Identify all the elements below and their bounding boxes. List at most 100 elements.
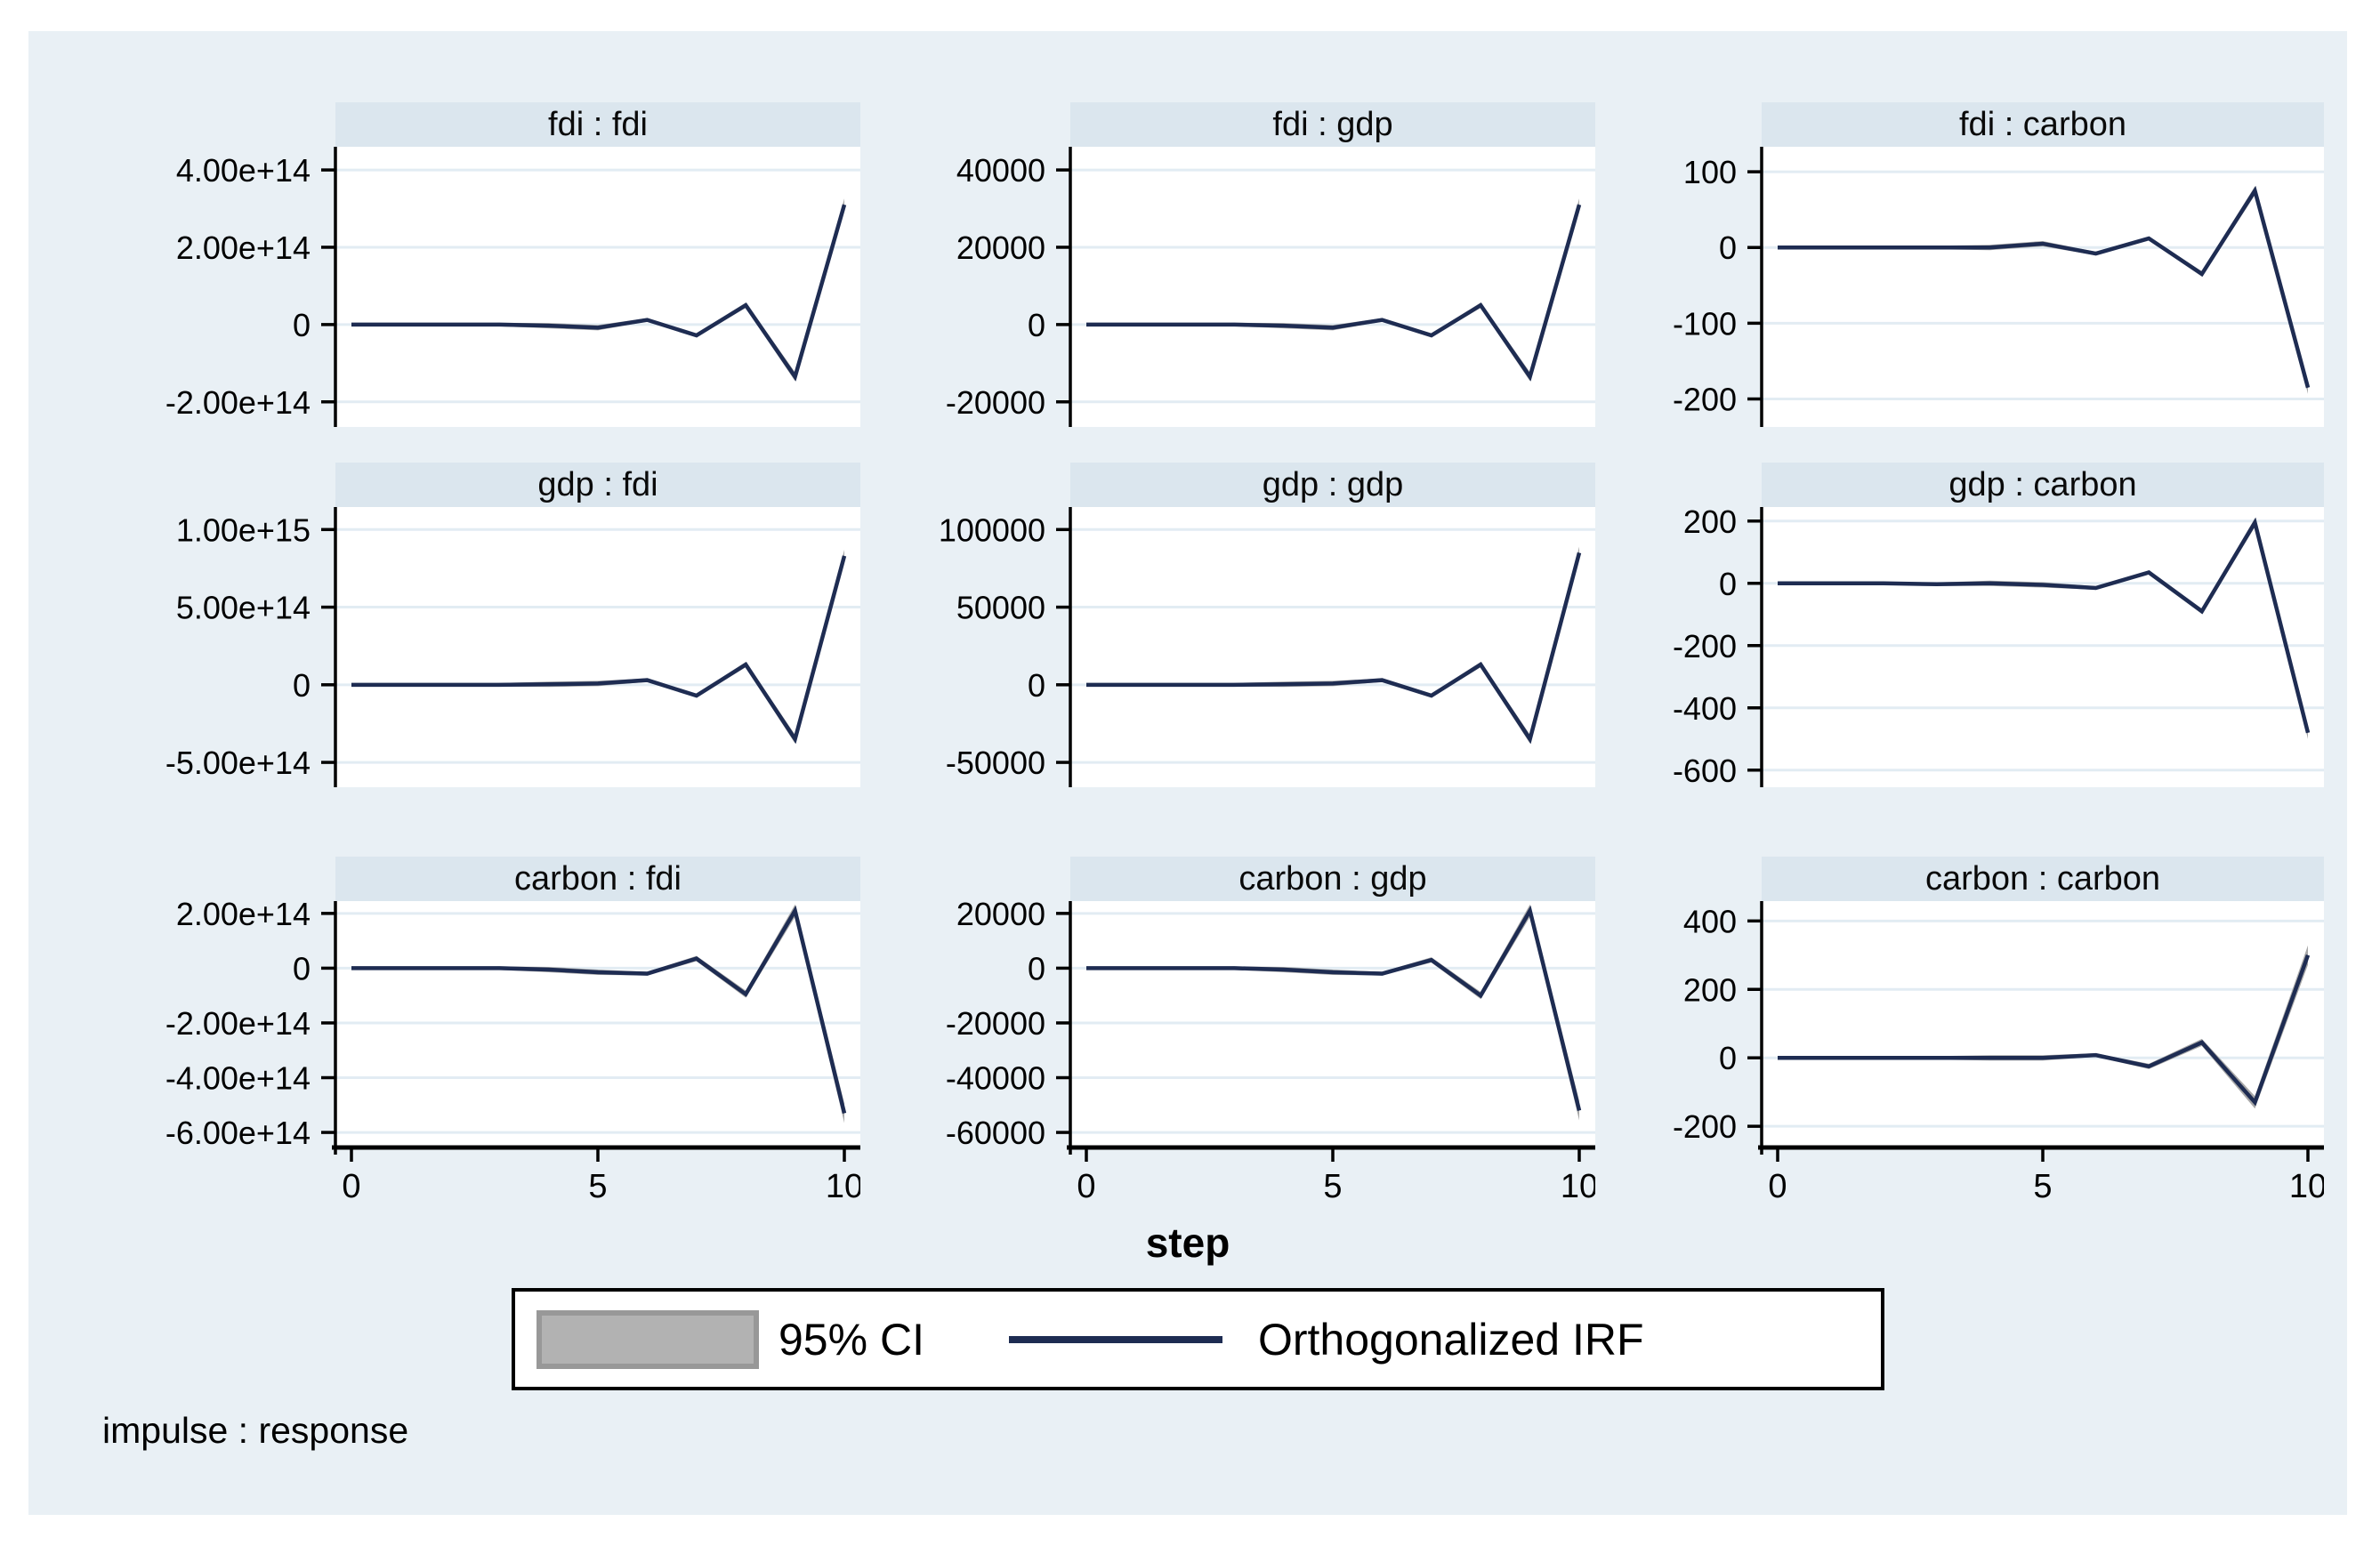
y-tick-label: 0 [293,667,311,704]
plot-area [1762,901,2324,1147]
irf-figure: fdi : fdi 4.00e+14 2.00e+14 0 -2.00e+14 fdi :… [28,31,2347,1515]
plot-area [1762,147,2324,427]
panel-plot: 4.00e+14 2.00e+14 0 -2.00e+14 [165,147,860,427]
irf-line [1778,954,2311,1107]
y-tick-label: -40000 [946,1060,1045,1097]
panel-title: carbon : carbon [1762,857,2324,901]
irf-line [351,204,847,382]
y-tick-label: 20000 [956,229,1045,266]
y-tick-label: 20000 [956,901,1045,932]
panel-plot: 40000 20000 0 -20000 [946,147,1595,427]
irf-line [1778,517,2311,734]
panel-title: gdp : gdp [1070,463,1595,507]
x-tick-label: 0 [342,1168,360,1205]
panel-carbon-carbon: carbon : carbon 400 200 0 -200 0 5 10 [1477,857,2324,1214]
panel-plot: 20000 0 -20000 -40000 -60000 0 5 10 [946,901,1595,1205]
x-tick-label: 10 [826,1168,860,1205]
y-tick-label: 0 [1028,307,1045,343]
y-tick-label: 4.00e+14 [176,152,311,189]
y-tick-label: 50000 [956,590,1045,626]
y-tick-label: -20000 [946,1005,1045,1042]
y-tick-label: -200 [1673,1108,1737,1145]
plot-area [335,507,860,787]
plot-area [335,147,860,427]
panel-plot: 100 0 -100 -200 [1673,147,2324,427]
x-tick-label: 0 [1077,1168,1095,1205]
y-tick-label: -100 [1673,305,1737,342]
panel-fdi-carbon: fdi : carbon 100 0 -100 -200 [1477,102,2324,427]
panel-fdi-gdp: fdi : gdp 40000 20000 0 -20000 [786,102,1595,427]
irf-line [1086,204,1582,382]
y-tick-label: 0 [1028,667,1045,704]
panel-title: fdi : fdi [335,102,860,147]
y-tick-label: -400 [1673,690,1737,727]
irf-line [1778,185,2311,389]
plot-area [1070,901,1595,1147]
y-tick-label: -6.00e+14 [165,1115,311,1151]
y-tick-label: -2.00e+14 [165,384,311,421]
y-tick-label: 100 [1683,154,1737,190]
legend-label-ci: 95% CI [779,1314,924,1365]
y-tick-label: -20000 [946,384,1045,421]
x-tick-label: 5 [588,1168,607,1205]
plot-area [1070,147,1595,427]
y-tick-label: 200 [1683,971,1737,1008]
panel-carbon-fdi: carbon : fdi 2.00e+14 0 -2.00e+14 -4.00e+14 -… [51,857,860,1214]
y-tick-label: -2.00e+14 [165,1005,311,1042]
y-tick-label: 2.00e+14 [176,901,311,932]
x-axis-title: step [1145,1220,1230,1266]
x-tick-label: 10 [1561,1168,1595,1205]
panel-plot: 200 0 -200 -400 -600 [1673,507,2324,787]
panel-gdp-carbon: gdp : carbon 200 0 -200 -400 -600 [1477,463,2324,787]
y-tick-label: 0 [293,307,311,343]
y-tick-label: 1.00e+15 [176,511,311,548]
panel-plot: 100000 50000 0 -50000 [939,507,1595,787]
y-tick-label: -50000 [946,745,1045,781]
panel-title: gdp : fdi [335,463,860,507]
panel-title: fdi : gdp [1070,102,1595,147]
y-tick-label: 0 [1719,229,1737,266]
y-tick-label: -60000 [946,1115,1045,1151]
y-tick-label: -600 [1673,753,1737,787]
plot-area [1762,507,2324,787]
panel-title: carbon : fdi [335,857,860,901]
x-tick-label: 0 [1768,1168,1787,1205]
y-tick-label: 0 [293,950,311,986]
y-tick-label: -4.00e+14 [165,1060,311,1097]
panel-plot: 2.00e+14 0 -2.00e+14 -4.00e+14 -6.00e+14 0 5 10 [165,901,860,1205]
panel-plot: 400 200 0 -200 0 5 10 [1673,901,2324,1205]
y-tick-label: 0 [1719,1040,1737,1076]
y-tick-label: 100000 [939,511,1045,548]
irf-line [1086,905,1582,1111]
panel-plot: 1.00e+15 5.00e+14 0 -5.00e+14 [165,507,860,787]
panel-gdp-gdp: gdp : gdp 100000 50000 0 -50000 [786,463,1595,787]
irf-line [1086,552,1582,745]
legend: 95% CI Orthogonalized IRF [512,1288,1884,1390]
irf-line-swatch [1008,1335,1222,1343]
y-tick-label: 0 [1719,566,1737,602]
irf-line [351,555,847,745]
panel-fdi-fdi: fdi : fdi 4.00e+14 2.00e+14 0 -2.00e+14 [51,102,860,427]
y-tick-label: 5.00e+14 [176,590,311,626]
x-tick-label: 10 [2289,1168,2324,1205]
panel-title: gdp : carbon [1762,463,2324,507]
panel-carbon-gdp: carbon : gdp 20000 0 -20000 -40000 -60000 0 5 10 [786,857,1595,1214]
irf-line [351,905,847,1115]
panel-title: carbon : gdp [1070,857,1595,901]
y-tick-label: 40000 [956,152,1045,189]
figure-caption: impulse : response [102,1410,409,1451]
y-tick-label: -200 [1673,628,1737,664]
plot-area [335,901,860,1147]
y-tick-label: -5.00e+14 [165,745,311,781]
x-tick-label: 5 [2033,1168,2052,1205]
y-tick-label: 2.00e+14 [176,229,311,266]
x-tick-label: 5 [1323,1168,1342,1205]
legend-label-irf: Orthogonalized IRF [1257,1314,1644,1365]
y-tick-label: 400 [1683,903,1737,939]
y-tick-label: 0 [1028,950,1045,986]
y-tick-label: 200 [1683,507,1737,540]
panel-title: fdi : carbon [1762,102,2324,147]
ci-band-swatch [537,1309,759,1369]
plot-area [1070,507,1595,787]
panel-gdp-fdi: gdp : fdi 1.00e+15 5.00e+14 0 -5.00e+14 [51,463,860,787]
